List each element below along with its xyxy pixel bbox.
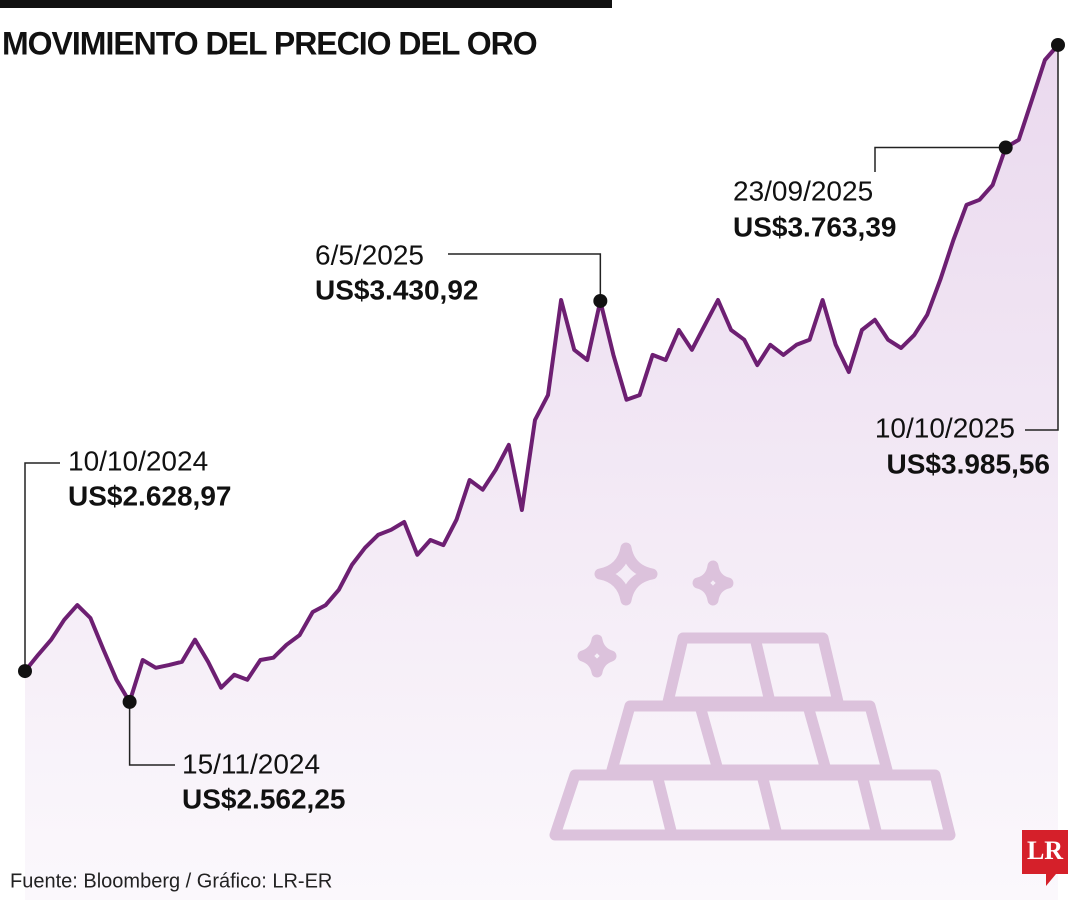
annotation-value: US$3.430,92 [315,274,478,305]
logo-text: LR [1027,836,1063,865]
point [1051,37,1065,52]
leader-line [448,253,602,301]
price-line [23,43,1060,704]
point [998,140,1013,155]
logo: LR [1022,830,1068,886]
area [25,45,1058,900]
annotation-date: 6/5/2025 [315,239,424,270]
annotation-value: US$2.562,25 [182,783,345,814]
point [122,694,137,709]
point [18,664,32,679]
annotation-date: 10/10/2024 [68,445,208,476]
plot [23,43,1060,900]
annotation-value: US$3.985,56 [887,448,1050,479]
annotation-value: US$2.628,97 [68,480,231,511]
source-note: Fuente: Bloomberg / Gráfico: LR-ER [10,870,332,892]
leader-line [874,146,1006,172]
annotation-value: US$3.763,39 [733,211,896,242]
point [593,293,608,308]
annotation-date: 10/10/2025 [875,412,1015,443]
leader-line [24,462,60,672]
annotation-date: 15/11/2024 [182,748,320,779]
gold-icon [549,542,956,841]
chart-title: MOVIMIENTO DEL PRECIO DEL ORO [2,25,537,61]
leader-line [128,701,175,766]
title-bar [0,0,612,8]
annotation-date: 23/09/2025 [733,175,873,206]
leader-line [1025,44,1059,431]
